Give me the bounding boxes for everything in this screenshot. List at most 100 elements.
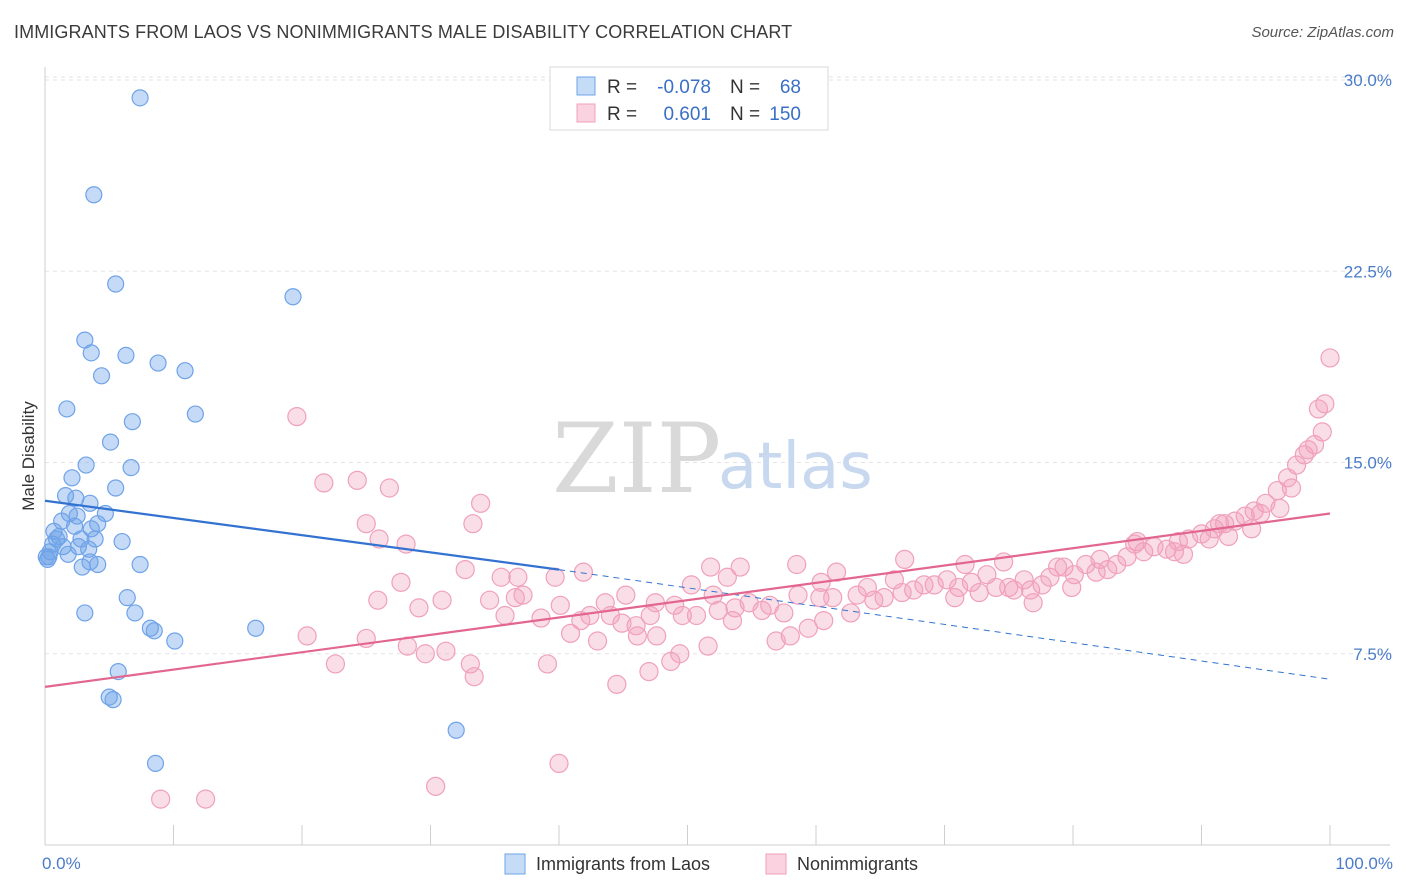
nonimmigrants-point xyxy=(471,493,491,513)
laos-point xyxy=(104,691,122,709)
nonimmigrants-point xyxy=(895,549,915,570)
nonimmigrants-point xyxy=(708,600,728,621)
nonimmigrants-point xyxy=(196,789,216,809)
nonimmigrants-point xyxy=(595,593,615,613)
legend-swatch-blue xyxy=(576,76,596,96)
laos-points xyxy=(37,89,465,773)
nonimmigrants-point xyxy=(841,603,861,623)
tick-labels: 7.5% 15.0% 22.5% 30.0% 0.0% 100.0% xyxy=(42,71,1393,873)
laos-point xyxy=(113,532,131,551)
axes xyxy=(44,67,1390,846)
laos-point xyxy=(107,479,125,497)
nonimmigrants-point xyxy=(717,567,737,587)
nonimmigrants-point xyxy=(672,605,692,626)
nonimmigrants-point xyxy=(1270,498,1290,518)
nonimmigrants-point xyxy=(347,470,367,490)
legend-n-label-1: N = xyxy=(730,77,760,98)
legend-n-value-1: 68 xyxy=(780,77,801,98)
chart-title: IMMIGRANTS FROM LAOS VS NONIMMIGRANTS MA… xyxy=(14,22,793,42)
legend-r-label-2: R = xyxy=(607,104,637,125)
nonimmigrants-point xyxy=(1023,593,1043,613)
nonimmigrants-point xyxy=(1199,529,1219,549)
y-tick-label: 15.0% xyxy=(1344,454,1392,473)
nonimmigrants-point xyxy=(626,616,646,636)
nonimmigrants-point xyxy=(560,623,581,643)
nonimmigrants-point xyxy=(766,631,786,651)
nonimmigrants-point xyxy=(639,661,659,682)
nonimmigrants-point xyxy=(587,631,608,651)
laos-trend-line xyxy=(44,499,560,571)
nonimmigrants-point xyxy=(665,595,685,615)
nonimmigrants-point xyxy=(505,588,525,608)
watermark: ZIP atlas xyxy=(552,403,873,515)
y-axis-label: Male Disability xyxy=(19,401,38,511)
nonimmigrants-point xyxy=(460,654,480,674)
nonimmigrants-point xyxy=(464,667,484,687)
nonimmigrants-point xyxy=(627,626,647,646)
nonimmigrants-point xyxy=(1040,567,1060,587)
nonimmigrants-point xyxy=(1054,557,1074,577)
nonimmigrants-point xyxy=(1047,557,1068,577)
nonimmigrants-point xyxy=(151,789,171,809)
nonimmigrants-point xyxy=(1320,348,1340,368)
nonimmigrants-point xyxy=(508,567,528,587)
nonimmigrants-point xyxy=(977,565,997,585)
laos-point xyxy=(122,459,140,477)
nonimmigrants-point xyxy=(549,753,569,774)
bottom-legend-swatch-laos xyxy=(504,853,526,875)
x-tick-label-end: 100.0% xyxy=(1335,854,1393,873)
y-tick-label: 22.5% xyxy=(1344,262,1392,281)
nonimmigrants-point xyxy=(463,514,483,534)
series-legend: Immigrants from Laos Nonimmigrants xyxy=(504,853,918,875)
legend-r-value-1: -0.078 xyxy=(657,77,711,98)
nonimmigrants-point xyxy=(1281,478,1302,498)
laos-point xyxy=(166,632,184,650)
laos-point xyxy=(85,186,103,204)
nonimmigrants-point xyxy=(287,407,307,427)
watermark-zip: ZIP xyxy=(552,403,721,515)
laos-point xyxy=(146,754,165,773)
nonimmigrants-point xyxy=(1286,455,1307,475)
nonimmigrants-point xyxy=(1312,422,1332,442)
laos-point xyxy=(92,367,111,385)
nonimmigrants-point xyxy=(415,644,435,664)
nonimmigrants-point xyxy=(640,605,660,626)
laos-point xyxy=(58,400,76,418)
laos-point xyxy=(101,433,120,451)
nonimmigrants-point xyxy=(409,598,429,618)
nonimmigrants-point xyxy=(1032,575,1052,595)
nonimmigrants-point xyxy=(1125,534,1145,554)
nonimmigrants-point xyxy=(914,575,934,595)
nonimmigrants-point xyxy=(1308,399,1329,419)
laos-point xyxy=(131,555,149,574)
laos-point xyxy=(89,555,107,574)
nonimmigrants-point xyxy=(314,473,334,493)
nonimmigrants-point xyxy=(297,626,317,646)
laos-point xyxy=(63,469,81,487)
y-tick-label: 30.0% xyxy=(1344,71,1392,90)
laos-point xyxy=(247,619,265,637)
laos-point xyxy=(107,275,125,293)
nonimmigrants-point xyxy=(379,478,399,498)
nonimmigrants-point xyxy=(924,575,944,595)
laos-point xyxy=(37,548,55,566)
legend-swatch-pink xyxy=(576,103,596,123)
nonimmigrants-point xyxy=(1315,394,1335,414)
nonimmigrants-point xyxy=(945,588,965,608)
nonimmigrants-point xyxy=(999,577,1019,598)
nonimmigrants-point xyxy=(513,585,533,605)
nonimmigrants-point xyxy=(814,610,834,631)
laos-point xyxy=(68,507,86,525)
laos-point xyxy=(77,456,95,474)
nonimmigrants-point xyxy=(884,570,904,590)
nonimmigrants-point xyxy=(1014,570,1034,590)
nonimmigrants-point xyxy=(1062,577,1082,598)
laos-point xyxy=(80,540,98,558)
nonimmigrants-point xyxy=(616,585,636,605)
laos-point xyxy=(76,604,94,622)
nonimmigrants-point xyxy=(961,572,982,592)
nonimmigrants-point xyxy=(949,577,969,598)
laos-point xyxy=(145,622,163,640)
trend-lines xyxy=(44,499,1331,688)
